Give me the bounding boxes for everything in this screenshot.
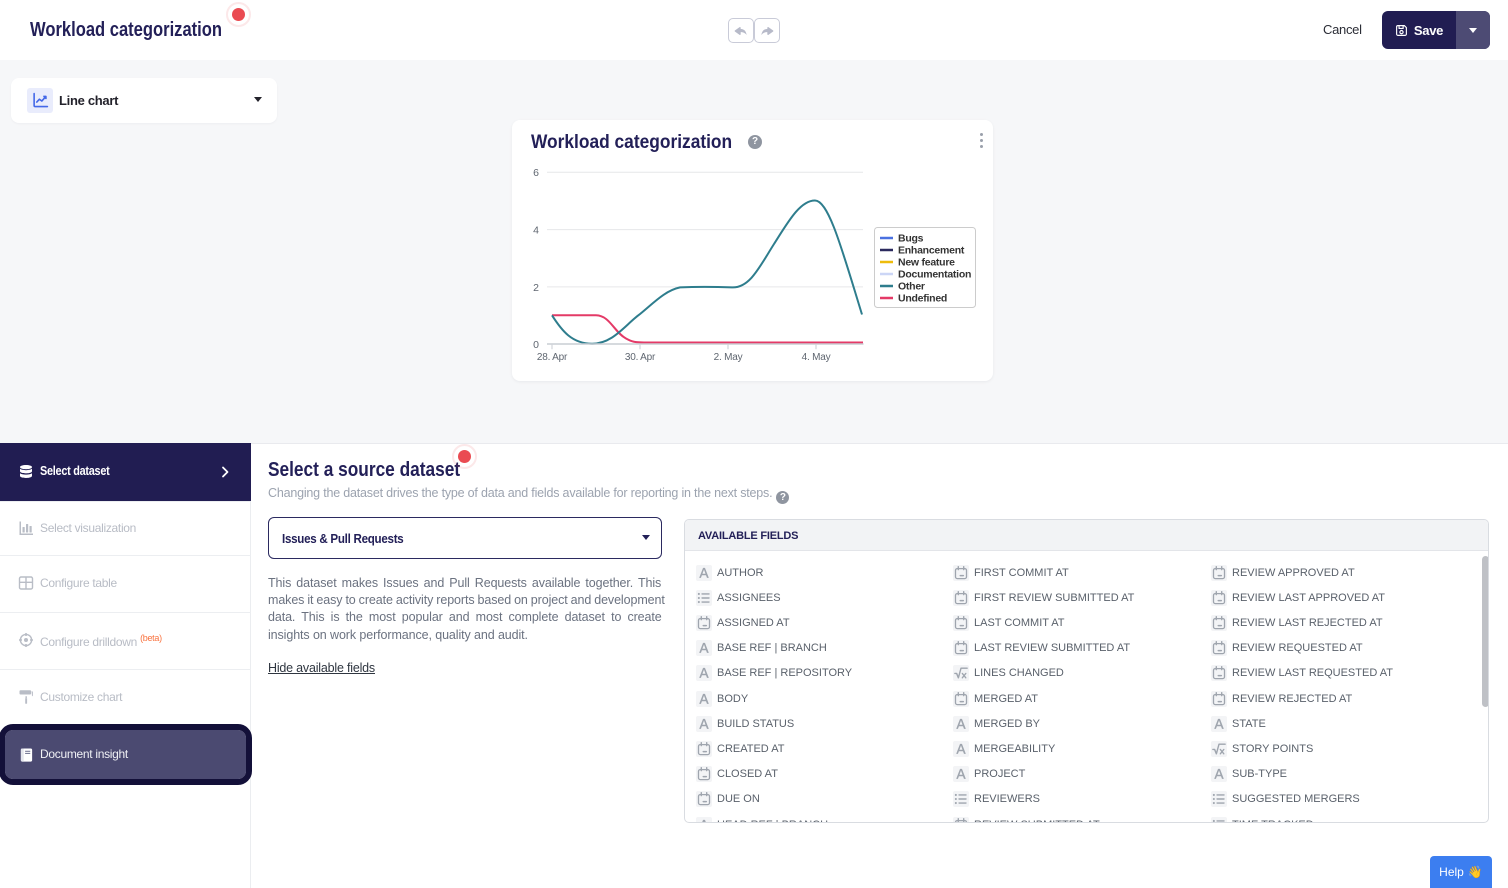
svg-text:New feature: New feature	[898, 257, 955, 269]
svg-text:2: 2	[533, 282, 539, 294]
svg-text:Documentation: Documentation	[898, 269, 971, 281]
svg-text:0: 0	[533, 339, 539, 351]
svg-text:Bugs: Bugs	[898, 233, 924, 245]
svg-text:Other: Other	[898, 281, 925, 293]
svg-text:2. May: 2. May	[714, 352, 743, 363]
svg-text:28. Apr: 28. Apr	[537, 352, 568, 363]
svg-text:6: 6	[533, 167, 539, 179]
svg-text:Enhancement: Enhancement	[898, 245, 965, 257]
svg-text:30. Apr: 30. Apr	[625, 352, 656, 363]
svg-text:Undefined: Undefined	[898, 293, 947, 305]
svg-text:4: 4	[533, 225, 539, 237]
svg-text:4. May: 4. May	[802, 352, 831, 363]
